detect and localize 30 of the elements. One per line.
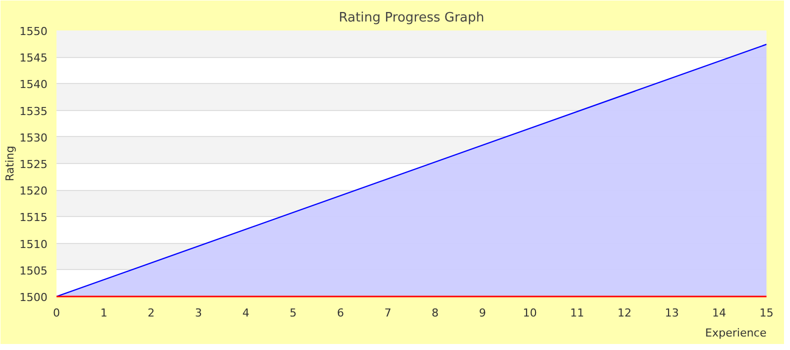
y-tick-label: 1500	[20, 291, 48, 304]
x-tick-label: 1	[100, 306, 108, 320]
x-tick-label: 6	[337, 306, 344, 320]
x-tick-label: 14	[712, 306, 726, 320]
y-tick-label: 1530	[20, 131, 48, 144]
x-tick-label: 7	[384, 306, 392, 320]
y-tick-label: 1550	[20, 25, 48, 38]
x-axis-title: Experience	[705, 326, 767, 340]
x-tick-label: 8	[432, 306, 439, 320]
x-tick-label: 5	[290, 306, 297, 320]
y-tick-label: 1515	[20, 211, 48, 224]
x-tick-label: 11	[570, 306, 584, 320]
y-tick-label: 1525	[20, 158, 48, 171]
x-tick-label: 10	[522, 306, 537, 320]
y-tick-label: 1510	[20, 238, 48, 251]
x-tick-label: 13	[664, 306, 679, 320]
y-tick-label: 1535	[20, 104, 48, 118]
x-tick-label: 0	[53, 306, 60, 320]
y-tick-label: 1520	[20, 184, 48, 198]
y-tick-label: 1540	[20, 78, 48, 92]
x-tick-label: 4	[242, 306, 250, 320]
y-axis-title: Rating	[4, 146, 17, 182]
x-tick-label: 9	[479, 306, 486, 320]
x-tick-label: 15	[760, 306, 774, 320]
chart-title: Rating Progress Graph	[338, 10, 484, 26]
x-tick-label: 3	[195, 306, 202, 320]
x-tick-label: 12	[618, 306, 632, 320]
y-tick-label: 1545	[20, 52, 48, 65]
x-tick-label: 2	[148, 306, 155, 320]
y-tick-label: 1505	[20, 264, 48, 278]
